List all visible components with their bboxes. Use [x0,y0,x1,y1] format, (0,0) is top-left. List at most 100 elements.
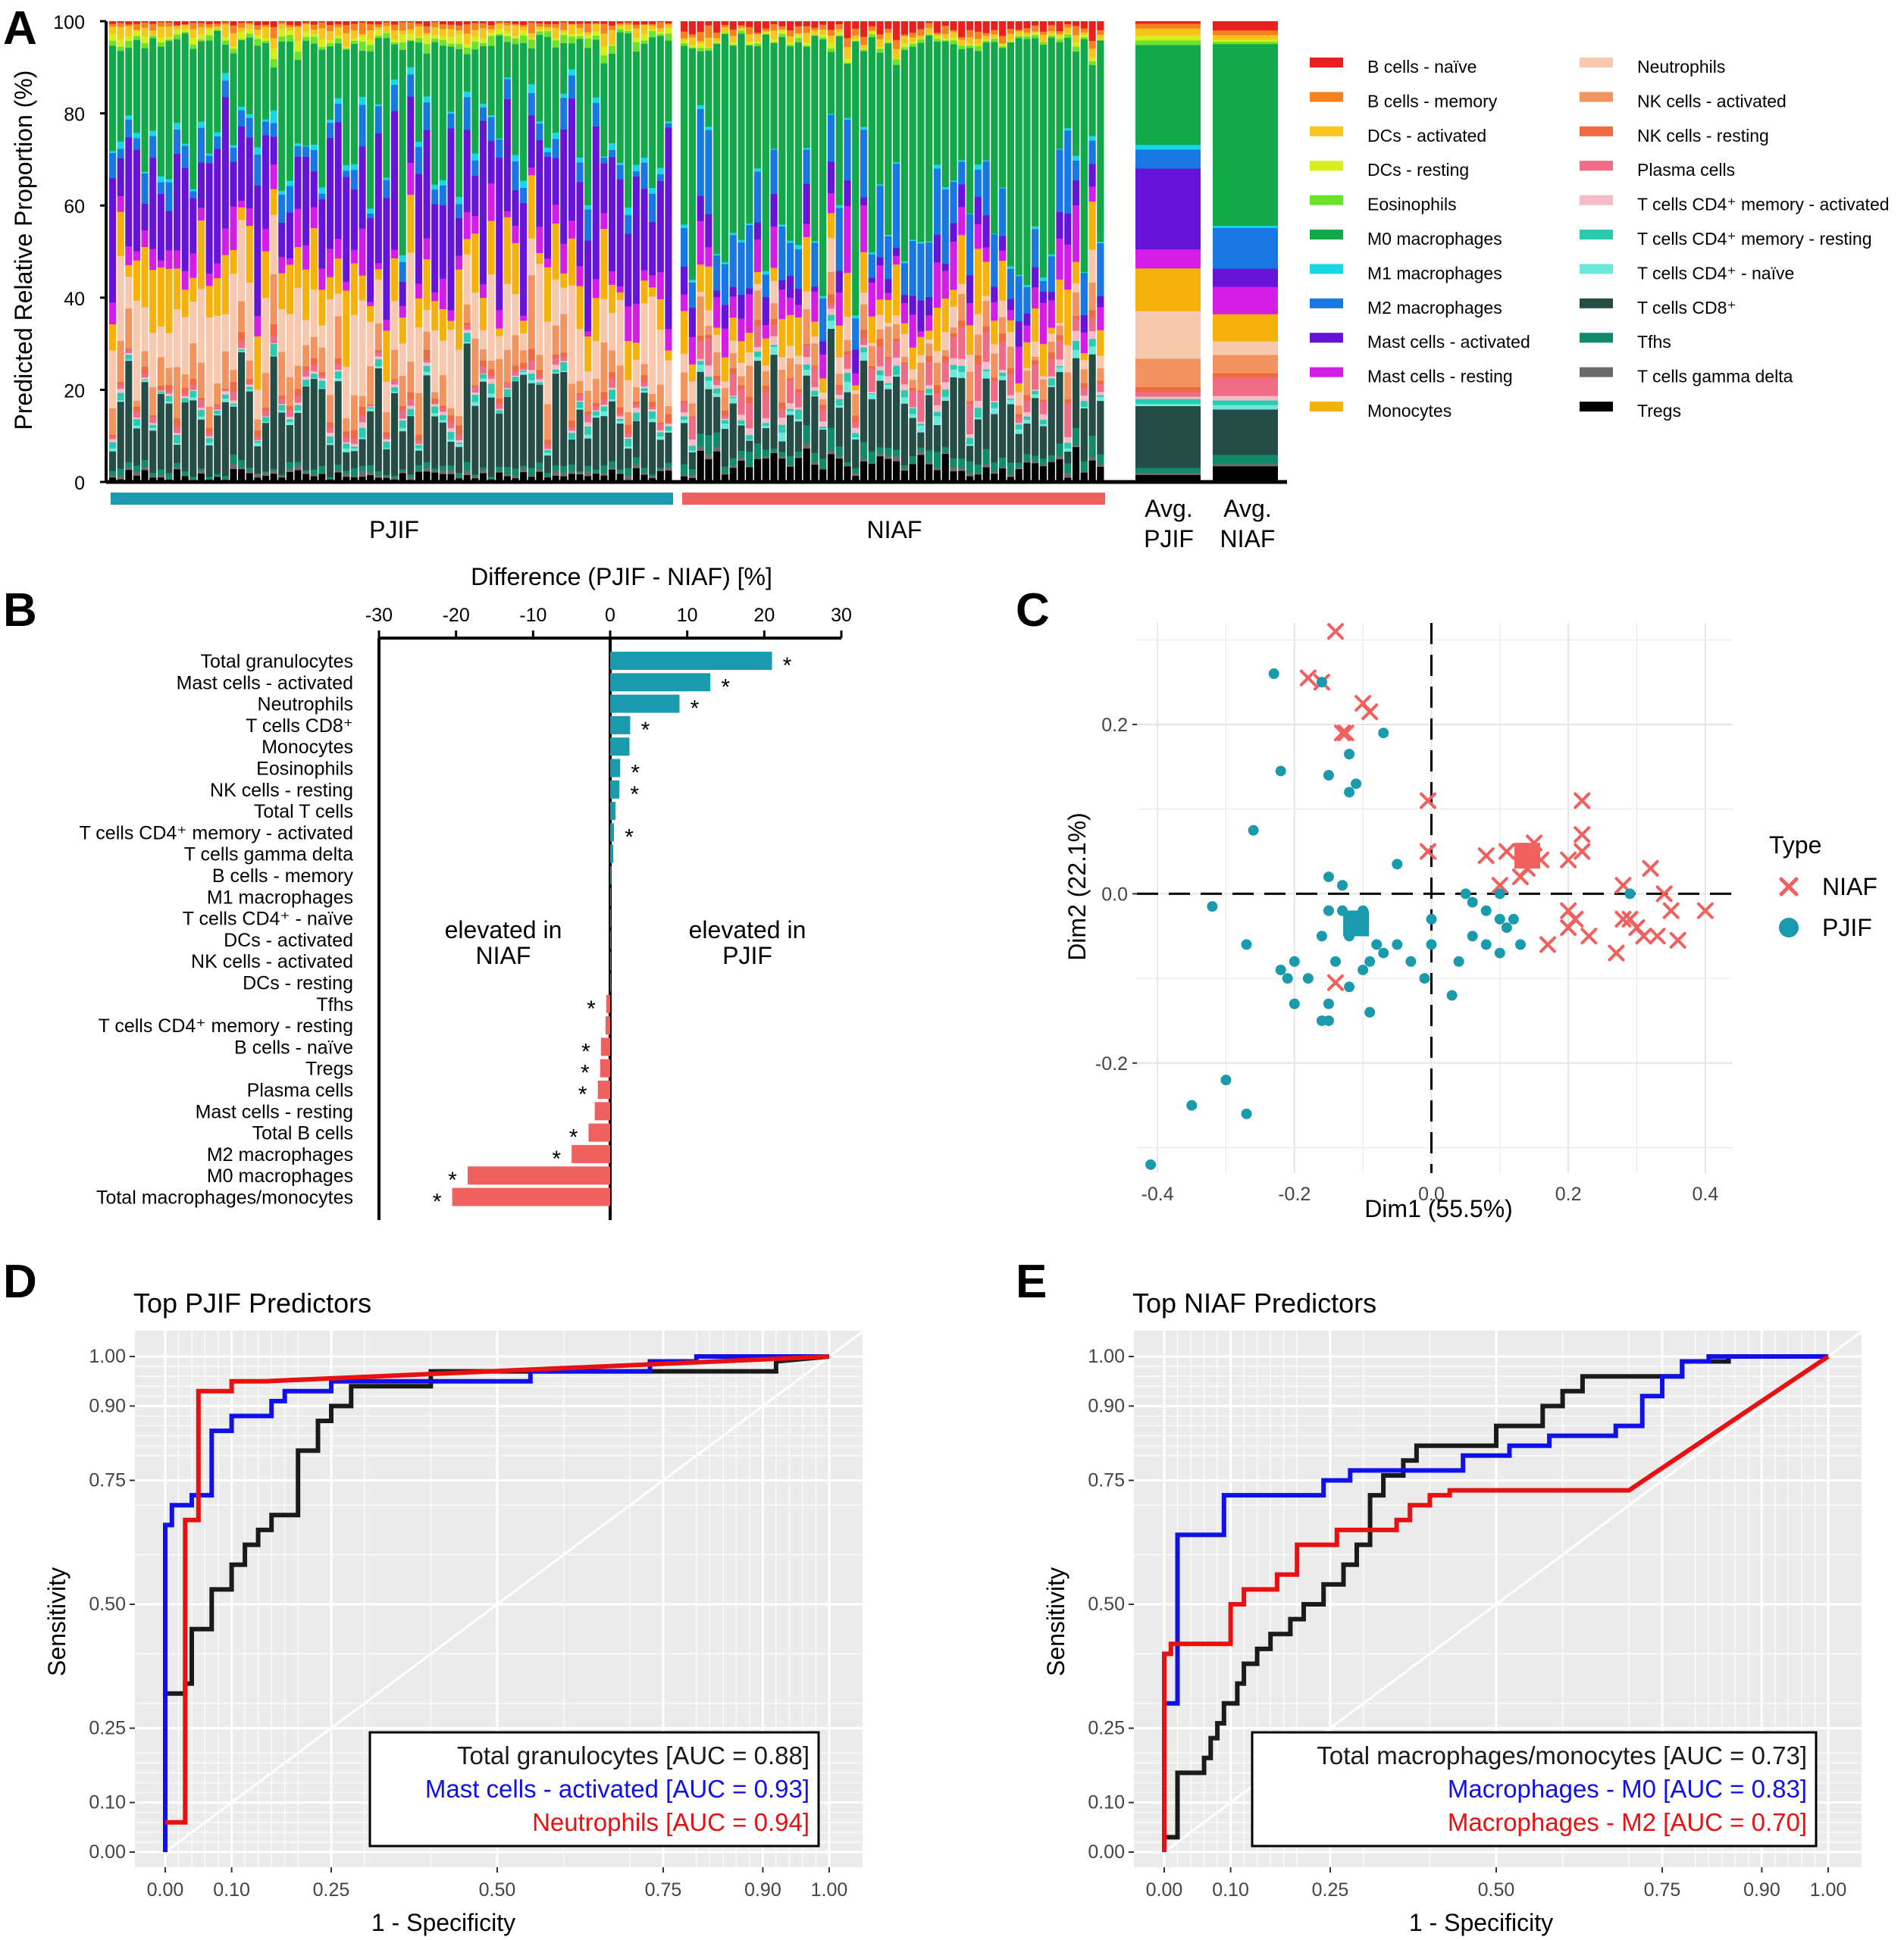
a-pjif-sample-18 [326,444,334,477]
a-pjif-sample-0 [261,21,270,25]
a-pjif-sample-19 [230,454,237,464]
a-niaf-sample-20 [794,455,803,458]
a-pjif-sample-17 [391,391,399,393]
a-pjif-sample-3 [487,32,495,36]
a-pjif-sample-16 [374,358,382,367]
a-niaf-sample-15 [1064,436,1072,443]
a-pjif-sample-8 [294,156,302,209]
a-pjif-sample-6 [109,151,117,153]
a-pjif-sample-12 [536,354,543,371]
a-niaf-sample-6 [966,213,974,214]
a-pjif-sample-4 [286,35,293,42]
a-niaf-sample-15 [1056,359,1063,367]
a-pjif-sample-10 [665,350,672,361]
a-pjif-sample-15 [189,390,197,391]
a-niaf-sample-1 [974,31,982,39]
b-x-tick-label: 20 [753,605,775,626]
c-pjif-point-43 [1467,931,1478,942]
a-niaf-sample-17 [778,432,786,442]
a-niaf-sample-17 [1032,394,1039,399]
a-pjif-sample-2 [350,30,358,39]
a-niaf-sample-19 [819,458,827,469]
legend-swatch-14 [1580,161,1613,171]
a-pjif-sample-18 [214,415,221,474]
a-pjif-sample-7 [141,173,149,204]
a-niaf-sample-16 [941,389,949,397]
a-pjif-sample-4 [246,33,253,38]
a-niaf-sample-6 [737,239,745,242]
b-category-label-8: T cells CD4⁺ memory - activated [80,822,353,843]
a-pjif-sample-21 [656,471,664,483]
a-pjif-sample-0 [584,21,592,24]
a-pjif-sample-12 [205,406,213,428]
a-pjif-sample-11 [528,238,535,276]
a-pjif-sample-9 [407,162,415,195]
a-pjif-sample-5 [270,67,277,111]
a-pjif-sample-20 [181,475,189,477]
a-pjif-sample-19 [399,469,406,472]
a-niaf-sample-0 [1039,21,1048,32]
panel-e: E Top NIAF Predictors 0.000.000.100.100.… [1016,1256,1862,1936]
a-pjif-sample-19 [181,471,189,476]
a-pjif-sample-6 [149,130,157,136]
a-pjif-sample-18 [141,381,149,460]
a-pjif-sample-14 [512,371,519,376]
a-pjif-sample-19 [383,474,390,477]
a-niaf-sample-9 [681,294,688,311]
a-pjif-sample-14 [205,432,213,436]
c-niaf-point-10 [1498,843,1515,860]
a-niaf-sample-5 [819,39,827,296]
a-niaf-sample-20 [1023,461,1031,463]
a-niaf-sample-12 [974,334,982,355]
legend-label-6: M1 macrophages [1367,263,1502,283]
a-pjif-sample-11 [214,315,221,384]
legend-swatch-2 [1310,126,1343,136]
a-pjif-sample-20 [560,472,568,477]
a-pjif-sample-4 [608,45,616,54]
a-pjif-sample-1 [318,22,326,29]
a-pjif-sample-13 [334,358,342,365]
a-pjif-sample-13 [310,358,318,365]
a-pjif-sample-9 [374,263,382,270]
a-pjif-sample-1 [157,22,164,27]
a-pjif-sample-2 [543,27,552,30]
a-pjif-sample-13 [487,369,495,376]
a-pjif-sample-9 [431,292,439,302]
a-niaf-sample-17 [681,419,688,424]
a-pjif-sample-12 [456,415,463,426]
a-pjif-sample-13 [536,369,543,377]
a-pjif-sample-14 [246,383,253,385]
a-pjif-sample-2 [656,27,664,32]
a-niaf-sample-16 [819,426,827,429]
a-pjif-sample-3 [286,30,293,36]
a-niaf-sample-11 [893,314,900,324]
a-avg-niaf-2 [1213,34,1278,40]
a-niaf-sample-21 [893,461,900,483]
a-niaf-sample-0 [852,21,860,29]
a-pjif-sample-5 [584,47,592,205]
a-pjif-sample-7 [261,121,270,136]
a-pjif-sample-2 [318,27,326,40]
a-pjif-sample-21 [350,477,358,483]
a-pjif-sample-8 [520,202,528,316]
a-pjif-sample-13 [318,371,326,376]
a-pjif-sample-0 [238,21,246,23]
a-niaf-sample-12 [811,343,819,366]
a-pjif-sample-21 [302,474,310,483]
c-pjif-centroid [1343,910,1370,937]
a-niaf-sample-5 [1080,39,1088,272]
a-niaf-sample-2 [803,33,810,42]
a-pjif-sample-6 [286,180,293,186]
a-niaf-sample-7 [860,130,868,198]
a-niaf-sample-1 [1048,25,1055,32]
a-pjif-sample-12 [625,411,632,425]
a-pjif-sample-1 [238,22,246,28]
a-pjif-sample-15 [174,432,181,436]
a-niaf-sample-17 [933,415,941,426]
a-pjif-sample-8 [278,222,286,258]
a-niaf-sample-16 [737,420,745,424]
a-pjif-sample-3 [189,37,197,45]
a-pjif-sample-11 [343,366,350,419]
a-niaf-sample-9 [991,302,998,321]
c-pjif-point-33 [1289,998,1300,1009]
